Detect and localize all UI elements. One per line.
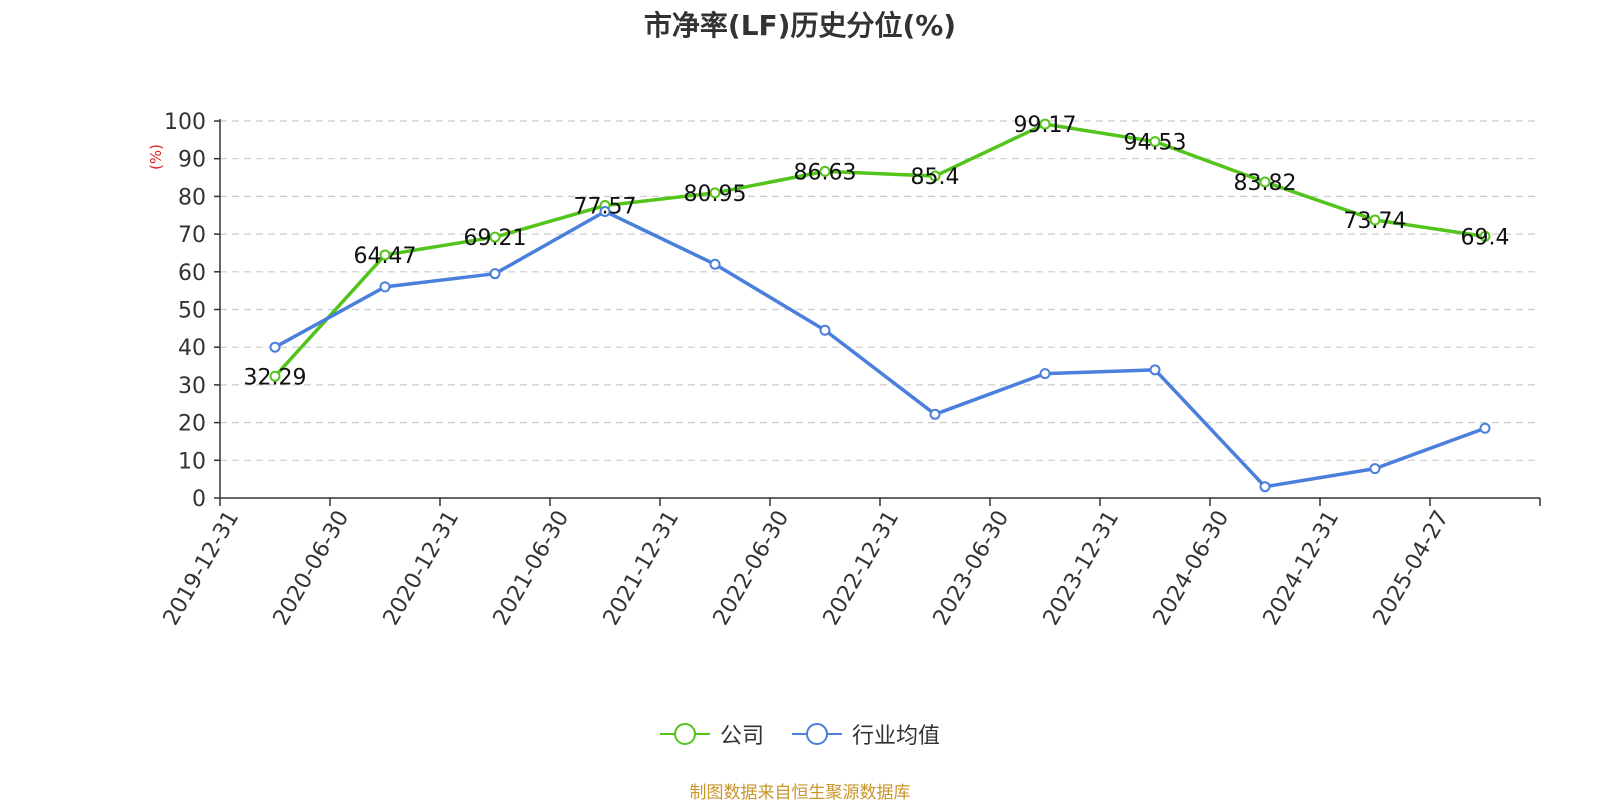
y-tick-label-20: 20 [178, 412, 206, 437]
series-0-point-1 [379, 249, 391, 261]
series-0-point-4 [709, 187, 721, 199]
x-tick-label-2021-06-30: 2021-06-30 [489, 507, 575, 630]
legend-label-company: 公司 [719, 724, 764, 749]
y-tick-label-0: 0 [192, 487, 206, 512]
series-0-point-6 [929, 170, 941, 182]
x-tick-label-2021-12-31: 2021-12-31 [599, 507, 685, 630]
x-tick-label-2023-12-31: 2023-12-31 [1039, 507, 1125, 630]
y-tick-label-40: 40 [178, 336, 206, 361]
series-0-label-3: 77.57 [574, 195, 637, 220]
series-0-point-5 [819, 165, 831, 177]
series-1-point-8 [1149, 364, 1161, 376]
series-1-point-3 [599, 205, 611, 217]
series-0-label-2: 69.21 [464, 226, 527, 251]
x-tick-label-2019-12-31: 2019-12-31 [159, 507, 245, 630]
series-1-point-1 [379, 281, 391, 293]
y-axis-label: (%) [147, 144, 165, 170]
x-tick-label-2024-12-31: 2024-12-31 [1259, 507, 1345, 630]
x-tick-label-2025-04-27: 2025-04-27 [1369, 507, 1455, 630]
series-1-point-7 [1039, 368, 1051, 380]
series-0-label-10: 73.74 [1344, 209, 1407, 234]
x-tick-label-2020-12-31: 2020-12-31 [379, 507, 465, 630]
series-1-point-5 [819, 324, 831, 336]
series-0-label-1: 64.47 [354, 244, 417, 269]
y-tick-label-100: 100 [164, 110, 206, 135]
series-0-label-5: 86.63 [794, 160, 857, 185]
series-0-point-0 [269, 370, 281, 382]
legend-symbol-industry-avg [792, 723, 842, 745]
series-0-label-0: 32.29 [244, 365, 307, 390]
x-tick-label-2023-06-30: 2023-06-30 [929, 507, 1015, 630]
data-source-note: 制图数据来自恒生聚源数据库 [689, 783, 911, 803]
series-0-point-8 [1149, 136, 1161, 148]
series-0-point-10 [1369, 214, 1381, 226]
series-0-label-11: 69.4 [1461, 225, 1510, 250]
series-line-0 [273, 122, 1486, 378]
y-tick-label-10: 10 [178, 449, 206, 474]
x-tick-label-2022-12-31: 2022-12-31 [819, 507, 905, 630]
y-tick-label-70: 70 [178, 223, 206, 248]
legend-symbol-company [659, 723, 710, 745]
series-0-label-4: 80.95 [684, 182, 747, 207]
series-0-label-7: 99.17 [1014, 113, 1077, 138]
chart-title: 市净率(LF)历史分位(%) [643, 9, 957, 42]
legend-label-industry-avg: 行业均值 [852, 724, 941, 749]
series-0-point-11 [1479, 230, 1491, 242]
series-1-point-9 [1259, 481, 1271, 493]
y-tick-label-80: 80 [178, 185, 206, 210]
series-1-point-2 [489, 268, 501, 280]
series-0-label-9: 83.82 [1234, 171, 1297, 196]
series-0-point-2 [489, 231, 501, 243]
legend: 公司 行业均值 [0, 718, 1600, 750]
series-0-point-9 [1259, 176, 1271, 188]
series-1-point-11 [1479, 422, 1491, 434]
y-tick-label-30: 30 [178, 374, 206, 399]
series-1-point-0 [269, 341, 281, 353]
x-tick-label-2024-06-30: 2024-06-30 [1149, 507, 1235, 630]
y-tick-label-60: 60 [178, 261, 206, 286]
series-1-point-4 [709, 258, 721, 270]
x-tick-label-2022-06-30: 2022-06-30 [709, 507, 795, 630]
series-line-1 [274, 209, 1486, 489]
series-0-label-6: 85.4 [911, 165, 960, 190]
legend-item-industry-avg[interactable]: 行业均值 [792, 718, 940, 750]
y-tick-label-90: 90 [178, 148, 206, 173]
series-1-point-6 [929, 408, 941, 420]
legend-item-company[interactable]: 公司 [659, 718, 764, 750]
series-1-point-10 [1369, 463, 1381, 475]
x-tick-label-2020-06-30: 2020-06-30 [269, 507, 355, 630]
series-0-label-8: 94.53 [1124, 131, 1187, 156]
series-0-point-7 [1039, 118, 1051, 130]
y-tick-label-50: 50 [178, 299, 206, 324]
